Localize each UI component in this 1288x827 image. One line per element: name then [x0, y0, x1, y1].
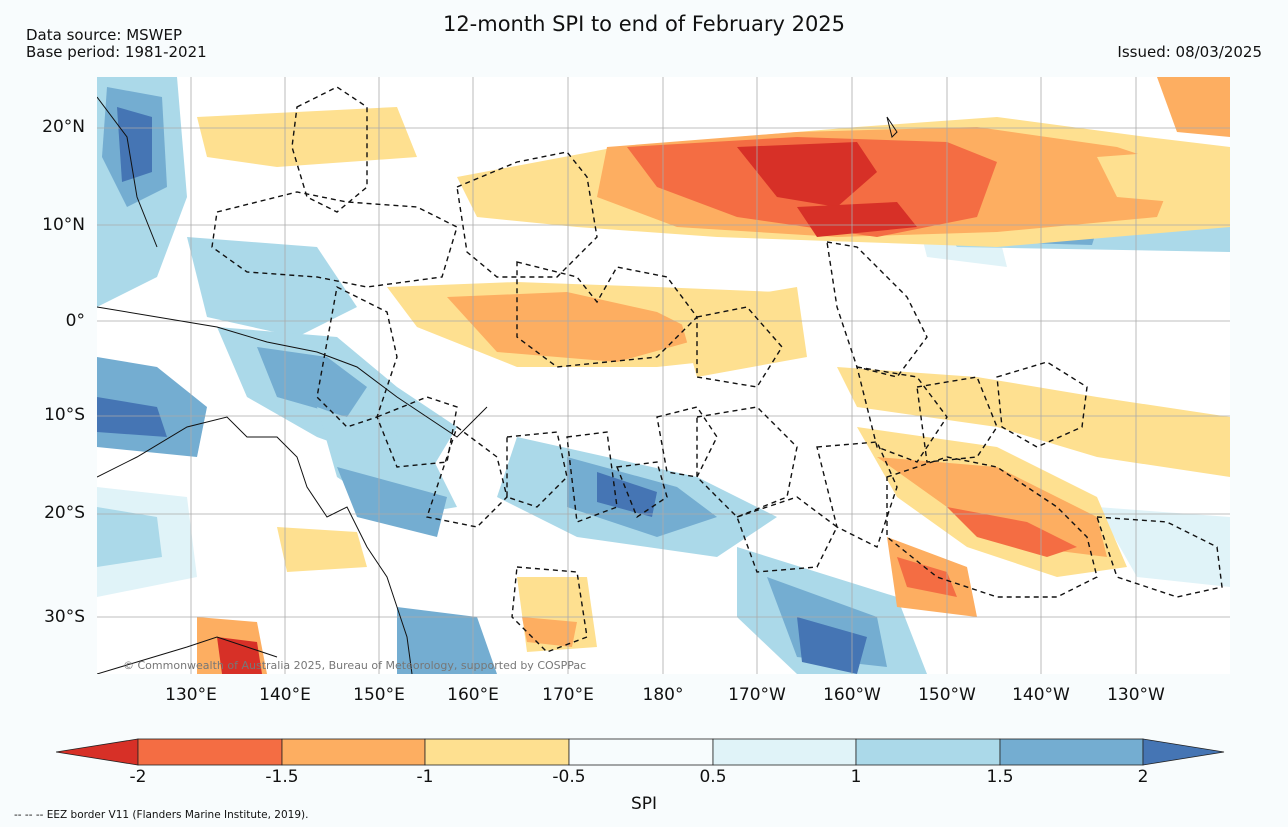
lat-label-30s: 30°S [44, 607, 85, 627]
map-title: 12-month SPI to end of February 2025 [442, 12, 846, 36]
colorbar-tick-minus-2: -2 [129, 767, 147, 787]
lat-label-20n: 20°N [42, 117, 85, 137]
colorbar-label: SPI [630, 794, 658, 814]
lon-label-180: 180° [642, 685, 684, 705]
eez-footnote: -- -- -- EEZ border V11 (Flanders Marine… [14, 809, 309, 821]
colorbar-extreme-dry [56, 738, 139, 766]
lon-label-170e: 170°E [542, 685, 594, 705]
dry-anomaly-areas [197, 77, 1230, 674]
colorbar-tick-1-5: 1.5 [986, 767, 1014, 787]
colorbar [56, 738, 1225, 766]
lon-label-170w: 170°W [728, 685, 786, 705]
colorbar-tick-1: 1 [850, 767, 862, 787]
colorbar-normal [568, 738, 714, 766]
lon-label-160e: 160°E [447, 685, 499, 705]
lat-label-10n: 10°N [42, 215, 85, 235]
lon-label-130e: 130°E [165, 685, 217, 705]
data-source-info: Data source: MSWEP Base period: 1981-202… [26, 27, 207, 61]
colorbar-slightly-wet [712, 738, 857, 766]
copyright-credit: © Commonwealth of Australia 2025, Bureau… [123, 659, 587, 672]
lon-label-130w: 130°W [1107, 685, 1165, 705]
colorbar-very-wet [999, 738, 1144, 766]
colorbar-moderately-wet [855, 738, 1001, 766]
coastlines [97, 96, 898, 674]
colorbar-tick-minus-0-5: -0.5 [552, 767, 586, 787]
lat-label-10s: 10°S [44, 405, 85, 425]
issued-date: Issued: 08/03/2025 [1117, 43, 1262, 61]
graticule [97, 77, 1230, 674]
colorbar-tick-2: 2 [1137, 767, 1149, 787]
lon-label-150w: 150°W [918, 685, 976, 705]
data-source: Data source: MSWEP [26, 26, 183, 44]
lat-label-20s: 20°S [44, 503, 85, 523]
spi-map [97, 77, 1230, 674]
colorbar-tick-0-5: 0.5 [699, 767, 727, 787]
colorbar-tick-minus-1-5: -1.5 [265, 767, 299, 787]
colorbar-extreme-wet [1142, 738, 1225, 766]
lon-label-140e: 140°E [259, 685, 311, 705]
colorbar-very-dry [137, 738, 283, 766]
spi-map-canvas [97, 77, 1230, 674]
colorbar-moderately-dry [281, 738, 426, 766]
lon-label-150e: 150°E [353, 685, 405, 705]
lon-label-140w: 140°W [1012, 685, 1070, 705]
colorbar-tick-minus-1: -1 [416, 767, 434, 787]
eez-borders [211, 86, 1223, 653]
lat-label-0: 0° [65, 311, 85, 331]
colorbar-slightly-dry [424, 738, 570, 766]
lon-label-160w: 160°W [823, 685, 881, 705]
base-period: Base period: 1981-2021 [26, 43, 207, 61]
